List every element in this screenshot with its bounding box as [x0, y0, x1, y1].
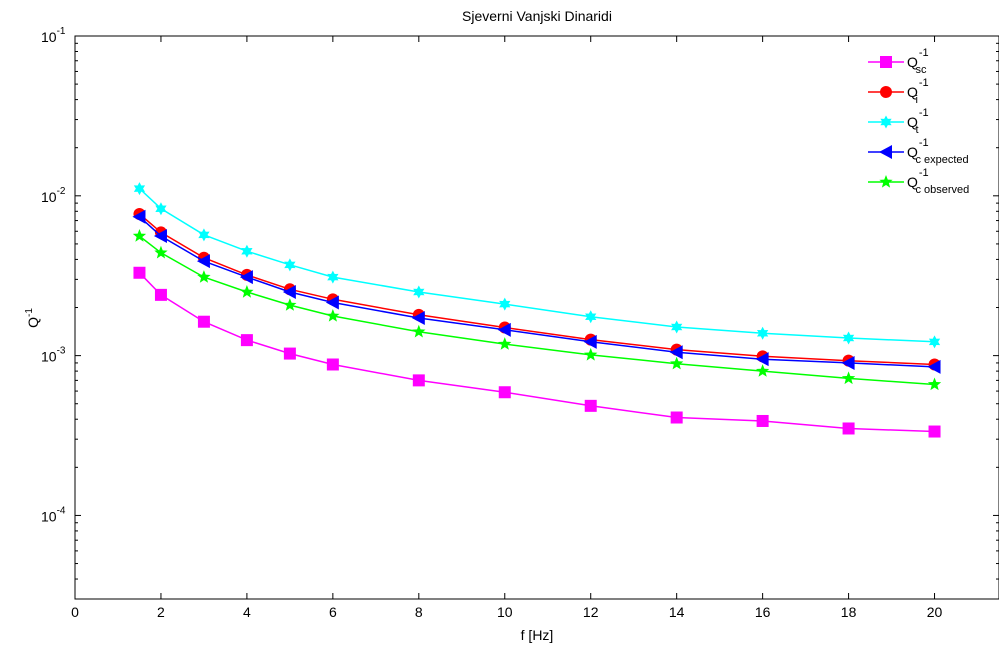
- series-c-observed: [132, 229, 942, 391]
- series-t: [133, 182, 941, 349]
- data-point: [669, 345, 683, 360]
- data-point: [239, 270, 253, 285]
- x-tick-label: 2: [157, 604, 165, 620]
- data-point: [153, 229, 167, 244]
- data-point: [154, 288, 167, 301]
- data-point: [583, 334, 597, 349]
- data-point: [197, 315, 210, 328]
- legend-item: Q-1 c expected: [868, 137, 969, 166]
- x-tick-label: 14: [669, 604, 685, 620]
- data-point: [240, 285, 254, 298]
- data-point: [927, 359, 941, 374]
- chart-title: Sjeverni Vanjski Dinaridi: [462, 8, 612, 24]
- legend-label: Q-1 sc: [907, 47, 929, 76]
- data-point: [497, 322, 511, 337]
- data-point: [283, 298, 297, 311]
- data-point: [240, 334, 253, 347]
- y-tick-label: 10-4: [41, 505, 66, 524]
- data-point: [133, 182, 146, 196]
- data-point: [133, 266, 146, 279]
- data-point: [412, 324, 426, 338]
- data-point: [928, 335, 941, 349]
- data-point: [670, 356, 684, 370]
- x-tick-label: 10: [497, 604, 513, 620]
- data-point: [132, 209, 146, 224]
- legend-item: Q-1 c observed: [868, 167, 969, 196]
- data-point: [411, 310, 425, 325]
- x-tick-label: 16: [755, 604, 771, 620]
- data-point: [132, 229, 147, 242]
- data-point: [498, 386, 511, 399]
- series-sc: [133, 266, 941, 438]
- y-axis-ticks: 10-1 10-2 10-3 10-4: [41, 26, 999, 600]
- x-tick-label: 20: [927, 604, 943, 620]
- x-axis-label: f [Hz]: [521, 627, 554, 643]
- data-point: [842, 331, 855, 345]
- x-tick-label: 0: [71, 604, 79, 620]
- legend-marker: [880, 86, 892, 98]
- legend-item: Q-1 sc: [868, 47, 929, 76]
- data-point: [499, 297, 511, 311]
- y-axis-label: Q-1: [24, 308, 41, 328]
- data-point: [928, 425, 941, 438]
- data-point: [757, 326, 769, 340]
- data-point: [670, 411, 683, 424]
- y-tick-label: 10-2: [41, 186, 66, 205]
- legend-label: Q-1 c expected: [907, 137, 969, 166]
- y-axis-label-base: Q: [25, 317, 41, 328]
- legend-item: Q-1 t: [868, 107, 929, 136]
- x-tick-label: 12: [583, 604, 599, 620]
- legend-item: Q-1 i: [868, 77, 929, 106]
- x-tick-label: 18: [841, 604, 857, 620]
- data-point: [197, 270, 211, 283]
- data-point: [584, 347, 598, 361]
- data-point: [198, 228, 210, 242]
- data-point: [283, 347, 296, 360]
- data-point: [241, 244, 253, 258]
- data-point: [498, 337, 512, 350]
- data-point: [326, 309, 340, 322]
- data-point: [284, 258, 296, 272]
- x-axis-ticks: 0 2 4 6 8 10 12 14 16 18 20: [71, 36, 943, 620]
- data-point: [584, 399, 597, 412]
- data-point: [755, 352, 769, 367]
- data-point: [927, 377, 942, 391]
- plot-frame: [74, 35, 999, 600]
- legend-marker: [880, 56, 892, 68]
- legend-label: Q-1 i: [907, 77, 929, 106]
- data-point: [671, 320, 683, 334]
- x-tick-label: 8: [415, 604, 423, 620]
- data-point: [196, 254, 210, 269]
- data-point: [841, 371, 856, 385]
- legend-label: Q-1 t: [907, 107, 929, 136]
- data-point: [327, 270, 339, 284]
- series-c-expected: [132, 209, 941, 374]
- legend-marker: [880, 115, 892, 129]
- legend-marker: [879, 145, 892, 159]
- y-tick-label: 10-1: [41, 26, 66, 45]
- y-axis-label-exponent: -1: [24, 308, 35, 317]
- data-point: [842, 422, 855, 435]
- data-point: [282, 285, 296, 300]
- legend-marker: [879, 175, 893, 188]
- data-point: [325, 295, 339, 310]
- legend-label: Q-1 c observed: [907, 167, 969, 196]
- y-tick-label: 10-3: [41, 346, 66, 365]
- data-point: [756, 414, 769, 427]
- data-point: [841, 355, 855, 370]
- data-point: [326, 358, 339, 371]
- data-point: [755, 364, 770, 377]
- x-tick-label: 4: [243, 604, 251, 620]
- x-tick-label: 6: [329, 604, 337, 620]
- data-point: [585, 310, 597, 324]
- data-point: [413, 285, 425, 299]
- series-layer: [132, 182, 942, 438]
- data-point: [412, 374, 425, 387]
- data-point: [154, 245, 168, 259]
- data-point: [155, 202, 167, 216]
